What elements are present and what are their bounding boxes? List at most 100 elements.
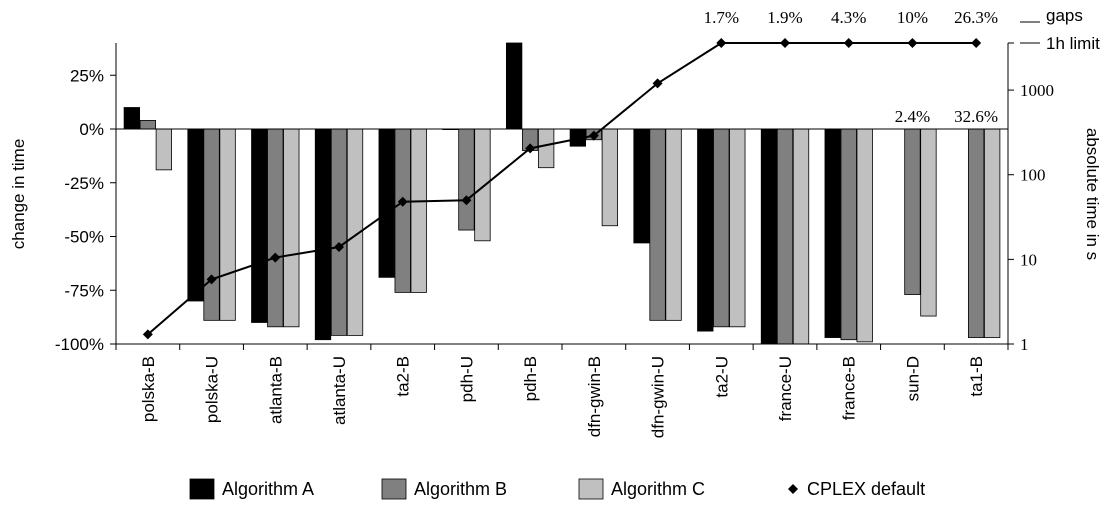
bar-algorithm-c-france-U [792,128,810,345]
bar-algorithm-b-dfn-gwin-U [649,128,666,321]
y2-tick-label: 1000 [1020,81,1054,100]
bar-algorithm-a-ta2-B [378,128,395,278]
bar-algorithm-b-atlanta-B [267,128,284,328]
y2-tick-label: 1 [1020,335,1029,354]
legend-swatch-algorithm-b [381,478,407,500]
y2-axis-title: absolute time in s [1083,128,1102,260]
cplex-default-marker [525,143,536,154]
y-tick-label: 0% [79,120,104,139]
legend-marker-cplex [788,484,798,494]
gap-label-top: 1.9% [767,8,802,27]
bar-algorithm-a-polska-B [123,107,141,130]
bar-algorithm-c-ta2-B [410,128,427,293]
cplex-default-marker [716,38,727,48]
bar-algorithm-c-pdh-U [474,128,491,242]
gap-label-zero: 32.6% [954,107,998,126]
bar-algorithm-b-france-U [776,128,794,345]
bars-layer [123,42,1001,345]
legend: Algorithm A Algorithm B Algorithm C CPLEX d… [189,478,925,500]
cplex-default-marker [843,38,854,48]
x-tick-label: dfn-gwin-B [585,356,604,437]
gap-label-top: 10% [897,8,928,27]
x-tick-label: ta1-B [967,356,986,397]
legend-label: Algorithm A [222,479,314,499]
cplex-line-layer [142,38,982,340]
bar-algorithm-b-ta2-B [394,128,411,293]
ticks-layer: 25% 0% -25% -50% -75% -100% 1 10 100 1000 1h limit… [55,21,1100,438]
bar-algorithm-c-france-B [856,128,873,343]
y-tick-label: -75% [64,281,104,300]
bar-algorithm-c-ta1-B [983,128,1001,338]
y2-tick-label: 10 [1020,250,1037,269]
bar-algorithm-a-france-B [824,128,841,338]
cplex-default-marker [270,252,281,263]
x-tick-label: atlanta-B [266,356,285,424]
x-tick-label: france-U [776,356,795,421]
x-tick-label: polska-B [139,356,158,422]
bar-algorithm-b-ta1-B [967,128,985,338]
y-tick-label: -100% [55,335,104,354]
bar-algorithm-a-france-U [760,128,778,345]
bar-algorithm-b-polska-B [139,120,157,130]
cplex-default-marker [588,130,599,141]
cplex-default-marker [206,274,217,285]
cplex-default-marker [142,329,153,340]
legend-swatch-algorithm-a [189,478,215,500]
bar-algorithm-a-atlanta-U [314,128,332,341]
legend-label: CPLEX default [807,479,925,499]
x-tick-label: pdh-B [521,356,540,401]
gap-label-zero: 2.4% [895,107,930,126]
bar-algorithm-c-pdh-B [537,128,555,169]
bar-algorithm-a-dfn-gwin-U [633,128,650,244]
bar-algorithm-b-polska-U [203,128,220,321]
bar-algorithm-b-france-B [840,128,857,341]
x-tick-label: polska-U [203,356,222,423]
legend-label: Algorithm B [414,479,507,499]
cplex-default-marker [780,38,790,48]
y-tick-label: -50% [64,228,104,247]
cplex-default-line [147,42,977,336]
cplex-default-marker [652,78,663,89]
bar-algorithm-b-atlanta-U [330,128,348,336]
bar-algorithm-b-pdh-U [458,128,475,231]
bar-algorithm-b-sun-D [904,128,921,295]
y-tick-label: -25% [64,174,104,193]
bar-algorithm-c-polska-U [219,128,236,321]
legend-swatch-algorithm-c [578,478,604,500]
gap-label-top: 26.3% [954,8,998,27]
gap-label-top: 4.3% [831,8,866,27]
cplex-default-marker [971,38,982,48]
legend-label: Algorithm C [611,479,705,499]
x-tick-label: dfn-gwin-U [649,356,668,438]
x-tick-label: france-B [840,356,859,420]
bar-algorithm-c-dfn-gwin-U [665,128,682,321]
gaps-title: gaps [1046,6,1083,25]
y2-tick-label: 100 [1020,166,1046,185]
y-tick-label: 25% [70,66,104,85]
y2-limit-label: 1h limit [1046,34,1100,53]
bar-algorithm-c-sun-D [920,128,937,317]
x-tick-label: atlanta-U [330,356,349,425]
x-tick-label: ta2-U [712,356,731,398]
gap-label-top: 1.7% [704,8,739,27]
bar-algorithm-c-polska-B [155,128,173,171]
bar-algorithm-c-ta2-U [729,128,746,328]
cplex-default-marker [397,196,408,207]
axes-layer [115,43,1009,345]
bar-algorithm-a-polska-U [187,128,204,302]
bar-algorithm-c-dfn-gwin-B [601,128,619,227]
bar-algorithm-a-ta2-U [697,128,714,332]
y-axis-title: change in time [9,139,28,250]
cplex-default-marker [907,38,918,48]
x-tick-label: sun-D [903,356,922,401]
bar-algorithm-c-atlanta-B [283,128,300,328]
bar-algorithm-a-atlanta-B [251,128,268,323]
labels-layer: 1.7% 1.9% 4.3% 10% 26.3% 2.4% 32.6% [704,8,999,126]
cplex-default-marker [334,241,344,252]
bar-algorithm-b-ta2-U [713,128,730,328]
cplex-default-marker [461,195,472,206]
x-tick-label: pdh-U [457,356,476,402]
bar-algorithm-a-pdh-B [505,42,523,130]
x-tick-label: ta2-B [394,356,413,397]
